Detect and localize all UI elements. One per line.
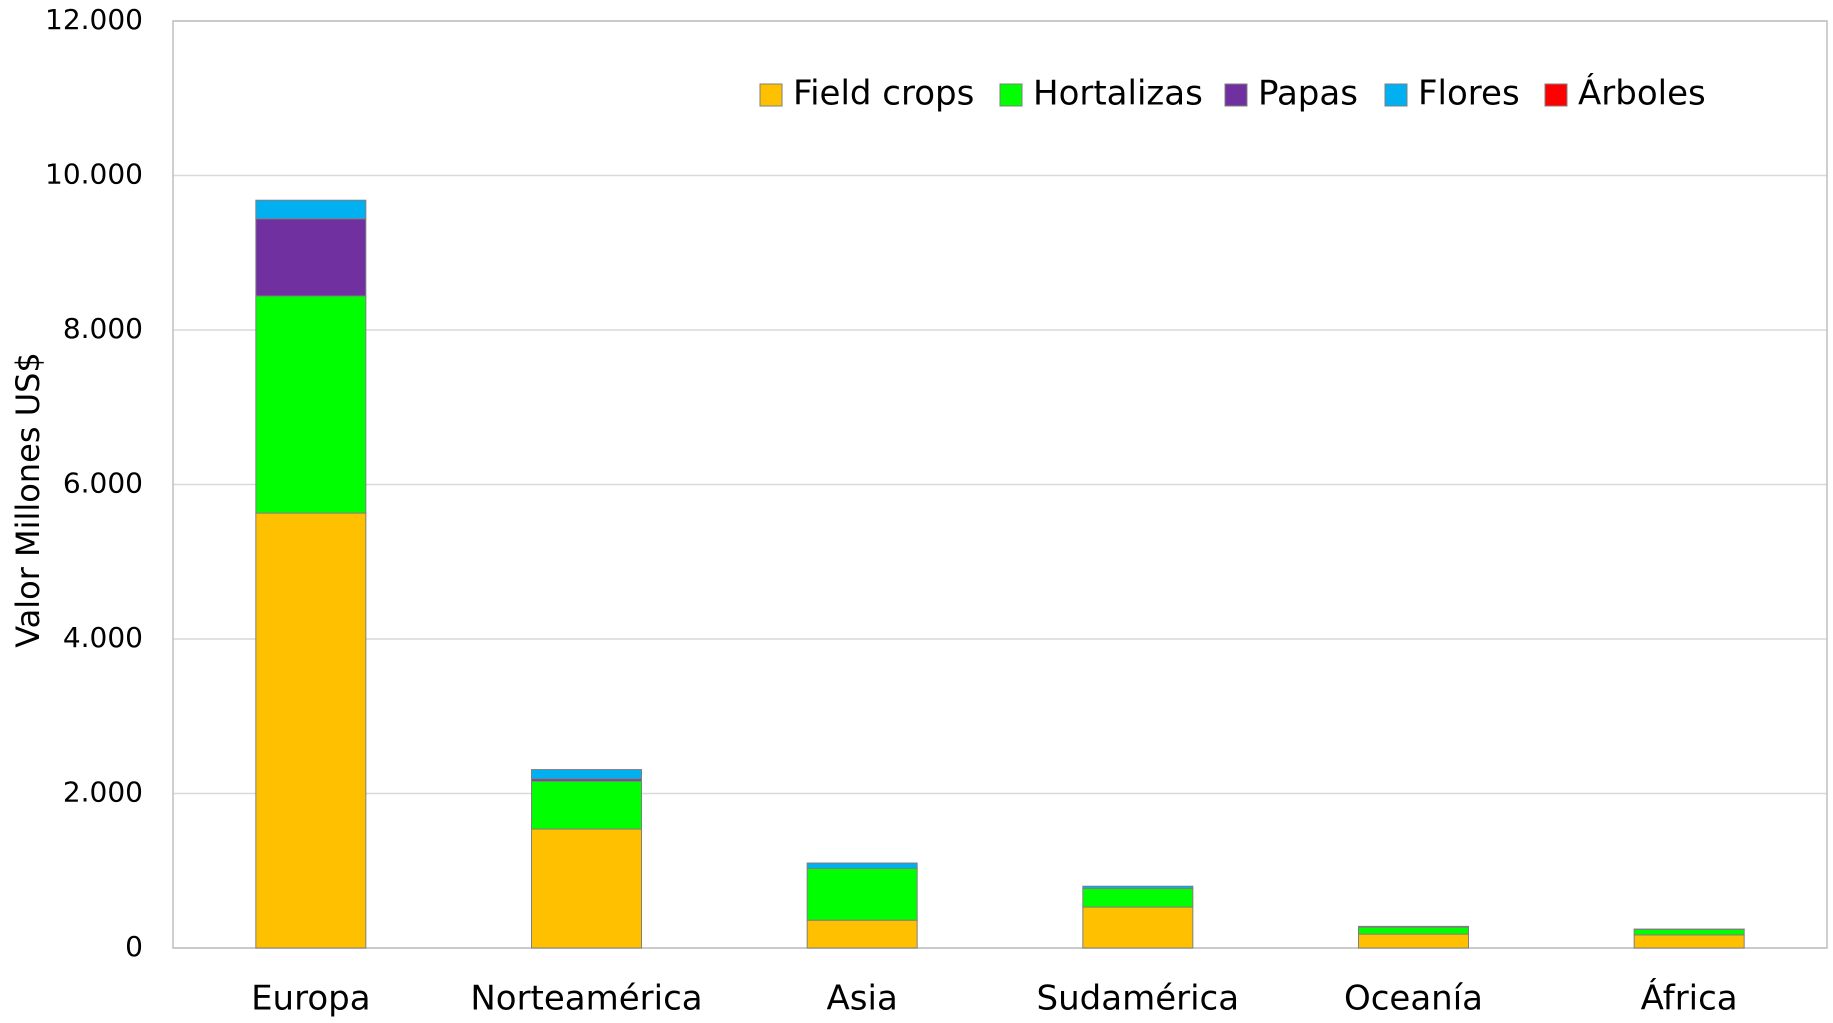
x-tick-label: Sudamérica xyxy=(1037,979,1240,1019)
plot-border xyxy=(172,20,1828,949)
bar-segment xyxy=(255,295,367,514)
legend-label: Flores xyxy=(1418,74,1520,114)
x-tick-label: África xyxy=(1641,978,1738,1019)
y-tick-label: 4.000 xyxy=(63,621,143,654)
bar-segment xyxy=(1633,934,1745,949)
bar-segment xyxy=(255,199,367,220)
y-tick-label: 6.000 xyxy=(63,467,143,500)
x-tick-label: Norteamérica xyxy=(470,979,702,1019)
bar-segment xyxy=(1633,928,1745,936)
x-tick-label: Europa xyxy=(251,979,370,1019)
bar-segment xyxy=(531,828,642,949)
bar-segment xyxy=(1358,925,1469,928)
x-tick-label: Oceanía xyxy=(1344,979,1483,1019)
legend-swatch xyxy=(1544,83,1568,107)
bar-segment xyxy=(806,867,918,921)
y-tick-label: 8.000 xyxy=(63,312,143,345)
x-tick-label: Asia xyxy=(827,979,898,1019)
legend-swatch xyxy=(1384,83,1408,107)
bar-segment xyxy=(255,512,367,949)
bar-segment xyxy=(806,862,918,869)
bar-segment xyxy=(255,218,367,297)
y-tick-label: 2.000 xyxy=(63,776,143,809)
bar-segment xyxy=(1082,906,1194,949)
legend-label: Árboles xyxy=(1578,73,1706,114)
legend-label: Papas xyxy=(1258,74,1358,114)
legend-label: Hortalizas xyxy=(1033,74,1203,114)
y-tick-label: 10.000 xyxy=(45,158,143,191)
y-tick-label: 12.000 xyxy=(45,3,143,36)
bar-segment xyxy=(1082,885,1194,890)
legend-swatch xyxy=(999,83,1023,107)
y-axis-label: Valor Millones US$ xyxy=(9,352,47,648)
bar-segment xyxy=(1082,888,1194,908)
bar-segment xyxy=(1358,933,1469,949)
legend-swatch xyxy=(759,83,783,107)
bar-segment xyxy=(1358,926,1469,935)
legend-label: Field crops xyxy=(793,74,974,114)
legend-swatch xyxy=(1224,83,1248,107)
bar-segment xyxy=(531,780,642,830)
bar-segment xyxy=(531,769,642,780)
bar-segment xyxy=(806,919,918,949)
y-tick-label: 0 xyxy=(125,930,143,963)
